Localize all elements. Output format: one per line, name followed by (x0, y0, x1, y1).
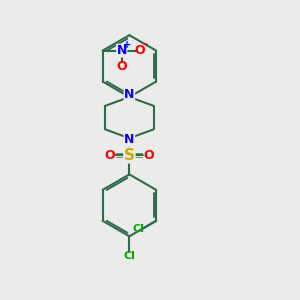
Text: Cl: Cl (124, 251, 135, 261)
Text: O: O (144, 149, 154, 162)
Text: N: N (124, 133, 135, 146)
Text: O: O (116, 60, 127, 73)
Text: Cl: Cl (133, 224, 145, 234)
Text: -: - (143, 38, 148, 51)
Text: N: N (117, 44, 127, 57)
Text: O: O (134, 44, 145, 57)
Text: +: + (123, 40, 131, 50)
Text: S: S (124, 148, 135, 163)
Text: O: O (104, 149, 115, 162)
Text: N: N (124, 88, 135, 101)
